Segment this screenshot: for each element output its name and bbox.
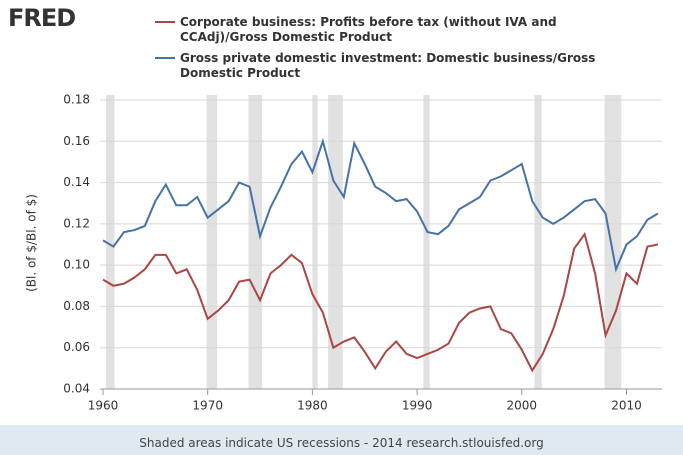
series-line [102,231,659,373]
chart: (Bl. of $/Bl. of $) 0.04 0.06 0.08 0.10 0.12… [25,93,662,413]
plot-area [100,95,662,390]
y-tick-label: 0.18 [63,93,90,107]
legend-swatch [155,57,175,59]
x-tick-label: 2010 [611,399,642,413]
y-tick-label: 0.12 [63,216,90,230]
footer: Shaded areas indicate US recessions - 20… [139,436,544,450]
legend-swatch [155,21,175,23]
y-tick-label: 0.08 [63,299,90,313]
y-tick-label: 0.10 [63,258,90,272]
y-tick-label: 0.06 [63,340,90,354]
legend-entry: Corporate business: Profits before tax (… [180,15,557,44]
y-axis-label: (Bl. of $/Bl. of $) [25,194,39,292]
y-tick-label: 0.16 [63,134,90,148]
series-line [102,137,659,273]
x-tick-label: 1960 [88,399,119,413]
recession-band [248,95,263,389]
logo: FRED [8,4,76,32]
recession-band [604,95,622,389]
recession-band [423,95,430,389]
y-tick-label: 0.14 [63,175,90,189]
x-tick-label: 1990 [402,399,433,413]
legend-entry: Gross private domestic investment: Domes… [180,51,596,80]
x-tick-label: 1970 [192,399,223,413]
recession-band [312,95,318,389]
recession-band [328,95,343,389]
recession-band [206,95,218,389]
recession-band [106,95,115,389]
y-tick-label: 0.04 [63,382,90,396]
x-tick-label: 2000 [507,399,538,413]
x-tick-label: 1980 [297,399,328,413]
recession-band [534,95,542,389]
